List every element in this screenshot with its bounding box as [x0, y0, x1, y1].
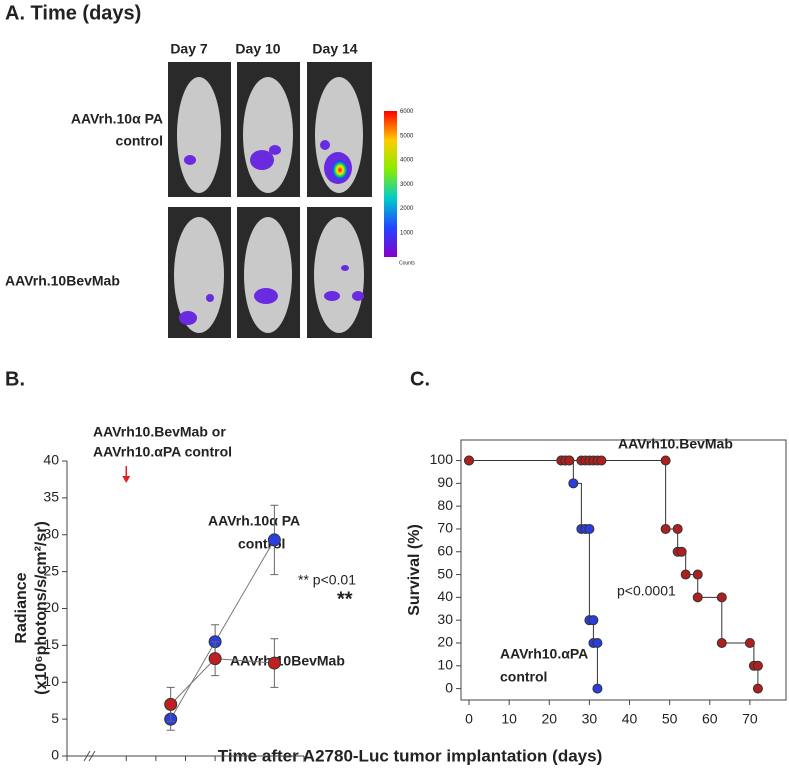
y-tick-label: 15: [43, 636, 59, 652]
annotation: ** p<0.01: [298, 572, 356, 588]
panel-label: C.: [410, 368, 430, 390]
data-point: [592, 637, 603, 648]
annotation: AAVrh10.BevMab or: [93, 424, 226, 440]
data-point: [660, 455, 671, 466]
annotation: p<0.0001: [617, 583, 676, 599]
y-tick-label: 70: [437, 520, 453, 536]
x-tick-label: 0: [465, 711, 473, 727]
data-point: [588, 615, 599, 626]
x-tick-label: 10: [207, 766, 223, 768]
x-tick-label: 70: [742, 711, 758, 727]
legend-label: control: [500, 669, 547, 685]
column-label: Day 14: [312, 41, 357, 57]
data-point: [568, 478, 579, 489]
x-tick-label: 20: [541, 711, 557, 727]
x-axis-label: Time after A2780-Luc tumor implantation …: [218, 746, 602, 765]
plot-frame: [460, 439, 787, 701]
y-tick-label: 20: [437, 634, 453, 650]
row-label: AAVrh.10α PA: [71, 111, 163, 127]
x-tick-label: 8: [182, 766, 190, 768]
x-tick-label: 16: [296, 766, 312, 768]
colorbar-tick-label: 2000: [400, 206, 414, 212]
legend-label: AAVrh.10α PA: [208, 513, 300, 529]
y-axis-label: Radiance: [13, 572, 30, 643]
y-tick-label: 20: [43, 599, 59, 615]
legend-label: AAVrh10.BevMab: [618, 436, 733, 452]
x-tick-label: 0: [63, 766, 71, 768]
data-point: [680, 569, 691, 580]
y-tick-label: 30: [43, 525, 59, 541]
y-tick-label: 35: [43, 489, 59, 505]
annotation: **: [337, 588, 353, 610]
data-point: [692, 569, 703, 580]
y-tick-label: 40: [43, 452, 59, 468]
x-tick-label: 60: [702, 711, 718, 727]
data-point: [208, 652, 222, 666]
y-axis-label: (x10⁶photons/s/cm²/sr): [33, 521, 50, 695]
mouse-images: [168, 62, 397, 338]
colorbar: [384, 111, 397, 257]
data-point: [752, 660, 763, 671]
colorbar-tick-label: 3000: [400, 182, 414, 188]
y-tick-label: 50: [437, 565, 453, 581]
x-tick-label: 6: [152, 766, 160, 768]
data-point: [744, 637, 755, 648]
data-point: [692, 592, 703, 603]
x-tick-label: 40: [622, 711, 638, 727]
data-point: [716, 592, 727, 603]
data-point: [564, 455, 575, 466]
y-tick-label: 60: [437, 542, 453, 558]
y-tick-label: 25: [43, 562, 59, 578]
arrowhead: [122, 476, 131, 483]
data-point: [716, 637, 727, 648]
series-line: [170, 539, 275, 720]
data-point: [464, 455, 475, 466]
row-label: control: [116, 133, 163, 149]
y-tick-label: 30: [437, 611, 453, 627]
annotation: AAVrh10.αPA control: [93, 444, 232, 460]
y-tick-label: 0: [445, 679, 453, 695]
legend-label: AAVrh.10BevMab: [230, 653, 345, 669]
colorbar-label: Counts: [399, 260, 415, 266]
legend-label: AAVrh10.αPA: [500, 646, 588, 662]
data-point: [676, 546, 687, 557]
panel-title: A. Time (days): [5, 2, 141, 24]
x-tick-label: 50: [662, 711, 678, 727]
y-tick-label: 80: [437, 497, 453, 513]
x-tick-label: 12: [237, 766, 253, 768]
data-point: [752, 683, 763, 694]
y-tick-label: 90: [437, 474, 453, 490]
column-label: Day 7: [170, 41, 208, 57]
x-tick-label: 14: [267, 766, 283, 768]
data-point: [596, 455, 607, 466]
row-label: AAVrh.10BevMab: [5, 273, 120, 289]
y-tick-label: 0: [51, 747, 59, 763]
data-point: [267, 533, 281, 547]
column-label: Day 10: [235, 41, 280, 57]
y-axis-label: Survival (%): [406, 524, 423, 616]
colorbar-tick-label: 5000: [400, 133, 414, 139]
x-tick-label: 30: [582, 711, 598, 727]
panel-label: B.: [5, 368, 25, 390]
data-point: [164, 697, 178, 711]
colorbar-tick-label: 4000: [400, 158, 414, 164]
y-tick-label: 5: [51, 710, 59, 726]
data-point: [660, 523, 671, 534]
x-tick-label: 10: [501, 711, 517, 727]
y-tick-label: 10: [437, 656, 453, 672]
data-point: [672, 523, 683, 534]
data-point: [267, 656, 281, 670]
y-tick-label: 40: [437, 588, 453, 604]
data-point: [584, 523, 595, 534]
colorbar-tick-label: 6000: [400, 109, 414, 115]
y-tick-label: 10: [43, 673, 59, 689]
x-tick-label: 4: [122, 766, 130, 768]
y-tick-label: 100: [430, 451, 454, 467]
data-point: [592, 683, 603, 694]
colorbar-tick-label: 1000: [400, 230, 414, 236]
